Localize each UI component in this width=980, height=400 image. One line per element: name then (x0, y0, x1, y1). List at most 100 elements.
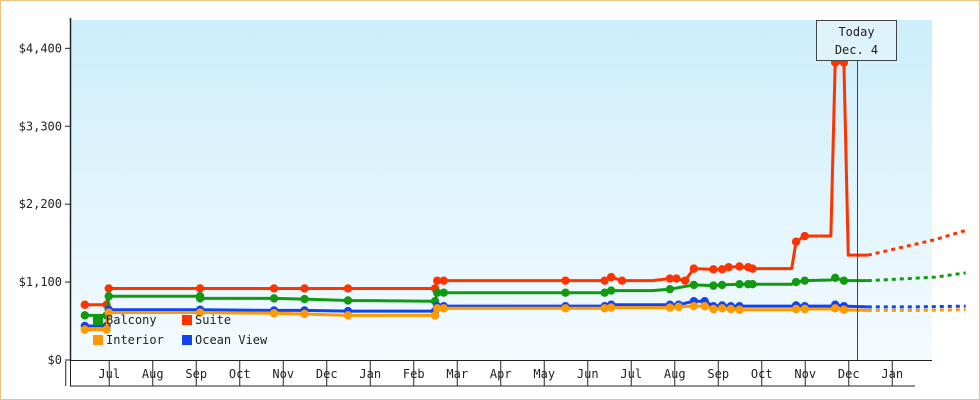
data-point[interactable] (300, 294, 309, 304)
data-point[interactable] (831, 304, 840, 313)
data-point[interactable] (343, 296, 353, 305)
x-tick-label: Apr (490, 367, 512, 381)
x-tick-label: Jul (620, 367, 642, 381)
legend-swatch (93, 315, 103, 325)
data-point[interactable] (831, 273, 840, 283)
data-point[interactable] (561, 276, 570, 285)
data-point[interactable] (300, 284, 309, 293)
y-tick-label: $2,200 (19, 197, 62, 211)
data-point[interactable] (102, 325, 111, 334)
forecast-line (867, 228, 967, 257)
legend-label: Balcony (106, 313, 157, 327)
data-point[interactable] (439, 288, 448, 297)
data-point[interactable] (689, 264, 699, 273)
data-point[interactable] (665, 303, 675, 312)
data-point[interactable] (606, 272, 616, 282)
data-point[interactable] (672, 274, 681, 283)
data-point[interactable] (735, 305, 744, 314)
data-point[interactable] (269, 294, 279, 303)
x-tick-label: Jun (577, 367, 599, 381)
data-point[interactable] (606, 303, 616, 312)
series-interior (80, 301, 966, 334)
series-layer (80, 58, 967, 334)
today-date: Dec. 4 (835, 43, 878, 57)
x-tick-label: Jan (881, 367, 903, 381)
data-point[interactable] (269, 309, 279, 318)
data-point[interactable] (430, 311, 440, 320)
data-point[interactable] (689, 280, 699, 290)
data-point[interactable] (104, 308, 113, 317)
data-point[interactable] (689, 301, 699, 311)
forecast-line (867, 271, 966, 283)
data-point[interactable] (839, 305, 849, 314)
data-point[interactable] (80, 311, 90, 320)
data-point[interactable] (432, 288, 442, 297)
data-point[interactable] (561, 304, 570, 313)
data-point[interactable] (735, 280, 744, 289)
data-point[interactable] (717, 265, 727, 274)
data-point[interactable] (269, 284, 279, 293)
data-point[interactable] (717, 304, 727, 313)
data-point[interactable] (839, 276, 849, 285)
data-point[interactable] (300, 309, 309, 319)
x-tick-label: Mar (446, 367, 468, 381)
data-point[interactable] (735, 262, 744, 271)
data-point[interactable] (80, 325, 90, 334)
x-tick-label: Aug (664, 367, 686, 381)
data-point[interactable] (600, 304, 609, 313)
data-point[interactable] (104, 284, 113, 293)
data-point[interactable] (680, 276, 690, 285)
data-point[interactable] (726, 304, 735, 314)
data-point[interactable] (439, 304, 448, 313)
data-point[interactable] (791, 237, 801, 246)
data-point[interactable] (724, 263, 733, 272)
forecast-line (867, 304, 966, 309)
x-tick-label: Sep (707, 367, 729, 381)
legend-item: Ocean View (182, 333, 268, 347)
legend-label: Suite (195, 313, 231, 327)
data-point[interactable] (600, 288, 609, 297)
data-point[interactable] (439, 276, 448, 285)
y-tick-label: $0 (48, 353, 62, 367)
data-point[interactable] (709, 265, 718, 274)
data-point[interactable] (343, 284, 353, 293)
y-tick-label: $1,100 (19, 275, 62, 289)
data-point[interactable] (748, 264, 757, 273)
data-point[interactable] (432, 276, 442, 285)
today-marker: Today Dec. 4 (816, 20, 897, 360)
data-point[interactable] (195, 284, 205, 293)
data-point[interactable] (432, 304, 442, 313)
data-point[interactable] (665, 284, 675, 294)
x-tick-label: Jul (98, 367, 120, 381)
data-point[interactable] (606, 286, 616, 295)
data-point[interactable] (800, 276, 809, 285)
data-point[interactable] (195, 308, 205, 317)
data-point[interactable] (700, 301, 709, 311)
data-point[interactable] (665, 274, 675, 283)
today-label: Today (838, 25, 874, 39)
data-point[interactable] (709, 281, 718, 290)
y-tick-label: $4,400 (19, 41, 62, 55)
data-point[interactable] (791, 304, 801, 314)
data-point[interactable] (791, 277, 801, 287)
legend-label: Interior (106, 333, 164, 347)
data-point[interactable] (561, 288, 570, 297)
data-point[interactable] (617, 276, 627, 285)
data-point[interactable] (709, 304, 718, 314)
data-point[interactable] (674, 302, 683, 312)
data-point[interactable] (748, 280, 757, 289)
forecast-line (867, 308, 966, 312)
data-point[interactable] (800, 231, 809, 241)
data-point[interactable] (104, 292, 113, 301)
data-point[interactable] (717, 280, 727, 290)
data-point[interactable] (343, 311, 353, 320)
data-point[interactable] (80, 300, 90, 309)
today-callout-box (816, 20, 897, 61)
x-tick-label: Dec (316, 367, 338, 381)
axis-layer: $0 $1,100 $2,200 $3,300 $4,400 Jul Aug Sep Oct No… (19, 18, 932, 387)
x-tick-label: Dec (838, 367, 860, 381)
data-point[interactable] (600, 276, 609, 285)
data-point[interactable] (800, 304, 809, 314)
data-point[interactable] (195, 294, 205, 303)
